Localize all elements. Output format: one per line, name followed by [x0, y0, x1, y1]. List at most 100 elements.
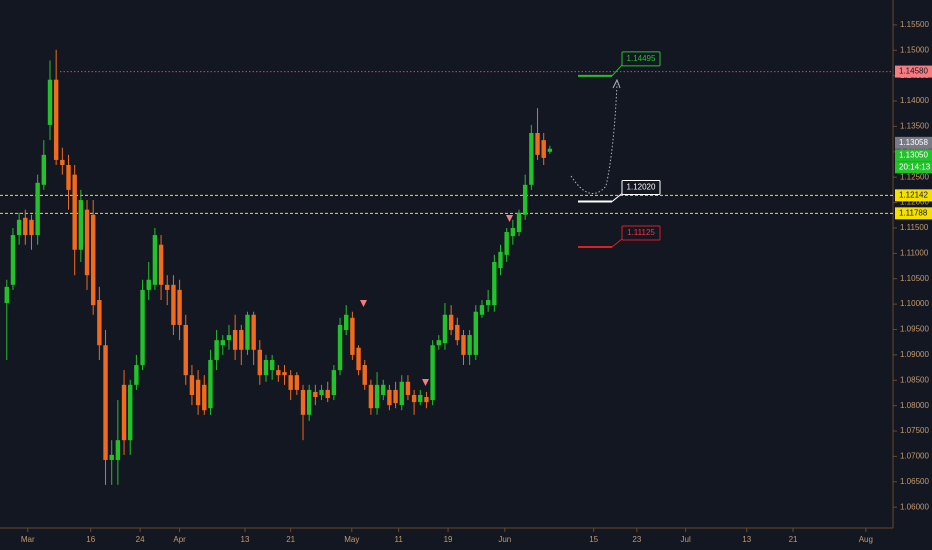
candle-body: [214, 340, 219, 360]
candle-body: [282, 372, 287, 376]
candle-body: [276, 370, 281, 376]
candle-body: [368, 384, 374, 409]
candle-body: [381, 384, 386, 395]
candle-body: [337, 324, 343, 371]
candle-body: [171, 284, 176, 325]
candle-body: [269, 359, 275, 371]
candle-body: [455, 324, 460, 341]
x-tick-label: 24: [136, 535, 145, 544]
y-tick-label: 1.11500: [900, 223, 929, 232]
y-tick-label: 1.08000: [900, 401, 929, 410]
signal-marker: [360, 300, 367, 307]
candle-body: [498, 251, 503, 269]
candle-body: [121, 384, 127, 441]
x-tick-label: Apr: [173, 535, 186, 544]
candle-body: [325, 389, 330, 399]
target-label: 1.11125: [627, 228, 655, 237]
candle-body: [387, 389, 392, 406]
candle-body: [84, 209, 90, 276]
y-tick-label: 1.15000: [900, 45, 929, 54]
x-tick-label: 13: [241, 535, 250, 544]
candle-body: [510, 227, 516, 237]
candle-body: [183, 324, 188, 376]
target-callout: [611, 64, 623, 77]
y-tick-label: 1.06500: [900, 477, 929, 486]
candle-body: [504, 232, 509, 255]
current-price-label: 1.13058: [899, 138, 928, 147]
x-tick-label: 15: [589, 535, 598, 544]
y-tick-label: 1.06000: [900, 502, 929, 511]
y-tick-label: 1.13500: [900, 122, 929, 131]
x-tick-label: 21: [286, 535, 295, 544]
candle-body: [158, 244, 164, 285]
y-tick-label: 1.07500: [900, 426, 929, 435]
y-tick-label: 1.08500: [900, 375, 929, 384]
target-callout: [611, 193, 623, 202]
candle-body: [516, 212, 522, 233]
price-label-bg: [895, 65, 932, 78]
candle-body: [35, 182, 40, 236]
y-tick-label: 1.12500: [900, 172, 929, 181]
candle-body: [362, 365, 367, 385]
candle-body: [146, 279, 151, 290]
current-price-bg: [895, 136, 932, 149]
target-label: 1.14495: [627, 54, 656, 63]
candle-body: [66, 165, 71, 190]
candle-body: [189, 375, 195, 395]
candle-body: [467, 335, 472, 355]
projection-arrow: [612, 78, 621, 89]
candle-body: [541, 140, 546, 158]
candle-body: [109, 454, 114, 460]
candle-body: [473, 311, 479, 355]
x-tick-label: Jul: [681, 535, 691, 544]
signal-marker: [506, 215, 513, 222]
candle-body: [344, 314, 349, 330]
candle-body: [47, 79, 53, 125]
candle-body: [97, 300, 102, 346]
y-tick-label: 1.09500: [900, 325, 929, 334]
y-tick-label: 1.11000: [900, 248, 929, 257]
candle-body: [251, 314, 256, 350]
candle-body: [257, 349, 263, 376]
candle-body: [547, 148, 553, 152]
candle-body: [78, 200, 84, 250]
candle-body: [245, 314, 250, 350]
x-tick-label: 11: [395, 535, 404, 544]
candle-body: [535, 133, 540, 155]
candle-body: [485, 300, 491, 306]
candle-body: [140, 289, 145, 366]
countdown-bg: [895, 161, 932, 174]
y-tick-label: 1.07000: [900, 452, 929, 461]
candle-body: [529, 133, 534, 185]
candle-body: [16, 219, 22, 236]
countdown: 20:14:13: [899, 162, 931, 171]
candle-body: [53, 79, 59, 160]
candle-body: [128, 384, 133, 441]
candle-body: [424, 397, 429, 403]
candle-body: [115, 440, 121, 460]
candle-body: [195, 379, 201, 406]
price-label-bg: [895, 207, 932, 220]
candle-body: [374, 384, 380, 409]
y-tick-label: 1.10500: [900, 274, 929, 283]
x-tick-label: Aug: [859, 535, 873, 544]
candle-body: [90, 214, 96, 306]
candle-body: [442, 314, 448, 344]
candle-body: [10, 235, 16, 285]
candle-body: [41, 154, 47, 185]
x-tick-label: Jun: [498, 535, 511, 544]
candle-body: [479, 305, 485, 315]
price-label: 1.14580: [899, 67, 928, 76]
y-tick-label: 1.15500: [900, 20, 929, 29]
price-label: 1.11788: [899, 208, 928, 217]
candle-body: [226, 335, 232, 341]
candle-body: [29, 219, 34, 236]
candle-body: [202, 384, 207, 411]
candle-body: [393, 389, 398, 404]
x-tick-label: 16: [86, 535, 95, 544]
y-tick-label: 1.09000: [900, 350, 929, 359]
y-tick-label: 1.14000: [900, 96, 929, 105]
current-price-label: 1.13050: [899, 150, 928, 159]
